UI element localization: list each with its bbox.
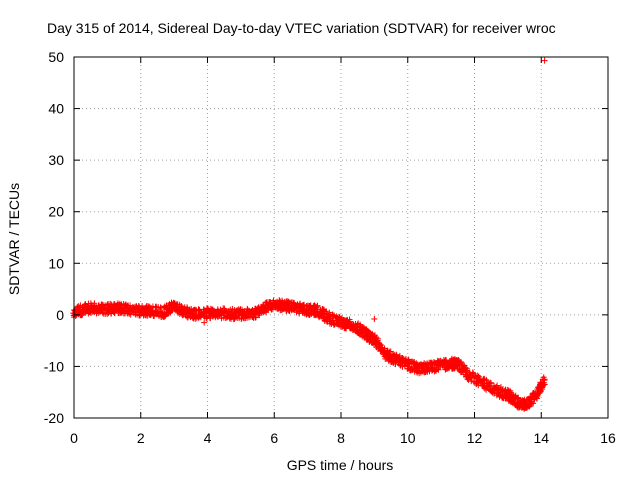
data-point	[330, 314, 337, 321]
data-point	[431, 368, 438, 375]
data-point	[485, 383, 492, 390]
x-tick-label: 2	[137, 430, 145, 446]
x-tick-label: 8	[337, 430, 345, 446]
data-point	[145, 304, 152, 311]
chart-title: Day 315 of 2014, Sidereal Day-to-day VTE…	[47, 20, 556, 36]
y-tick-label: 50	[48, 49, 64, 65]
y-tick-label: 10	[48, 255, 64, 271]
data-point	[474, 372, 481, 379]
data-points	[70, 57, 548, 412]
y-tick-labels: -20 -10 0 10 20 30 40 50	[44, 49, 64, 426]
data-point	[475, 373, 482, 380]
x-tick-label: 12	[467, 430, 483, 446]
x-tick-label: 4	[204, 430, 212, 446]
data-point	[373, 334, 380, 341]
data-point	[515, 394, 522, 401]
data-point	[463, 365, 470, 372]
data-point	[410, 359, 417, 366]
y-tick-label: 20	[48, 204, 64, 220]
grid-lines	[74, 57, 608, 418]
x-axis-label: GPS time / hours	[287, 457, 394, 473]
data-point	[541, 57, 548, 64]
y-tick-label: -10	[44, 358, 64, 374]
data-point	[541, 381, 548, 388]
axis-ticks	[73, 56, 609, 419]
data-point	[435, 366, 442, 373]
data-point	[486, 380, 493, 387]
x-tick-label: 16	[600, 430, 616, 446]
x-tick-labels: 0 2 4 6 8 10 12 14 16	[70, 430, 616, 446]
x-tick-label: 10	[400, 430, 416, 446]
data-point	[91, 300, 98, 307]
x-tick-label: 6	[270, 430, 278, 446]
data-point	[497, 383, 504, 390]
data-point	[457, 358, 464, 365]
y-tick-label: -20	[44, 410, 64, 426]
x-tick-label: 14	[533, 430, 549, 446]
data-point	[541, 376, 548, 383]
data-point	[530, 400, 537, 407]
data-point	[371, 315, 378, 322]
x-tick-label: 0	[70, 430, 78, 446]
y-tick-label: 40	[48, 101, 64, 117]
data-point	[480, 375, 487, 382]
data-point	[201, 319, 208, 326]
data-point	[314, 302, 321, 309]
y-tick-label: 0	[56, 307, 64, 323]
y-axis-label: SDTVAR / TECUs	[6, 183, 22, 295]
y-tick-label: 30	[48, 152, 64, 168]
